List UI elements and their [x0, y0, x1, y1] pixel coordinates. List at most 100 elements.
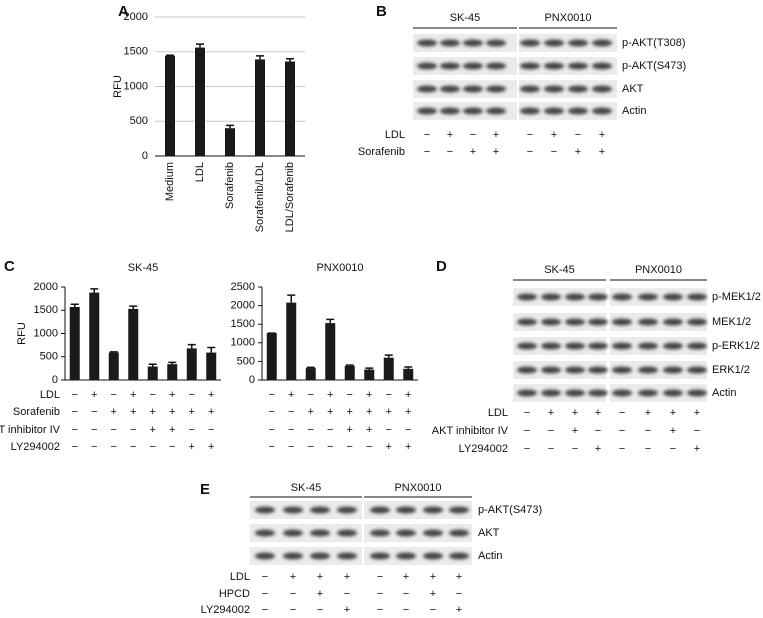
blot-band — [520, 107, 540, 115]
blot-band — [565, 389, 585, 397]
y-tick-label: 0 — [142, 150, 148, 162]
bar — [165, 55, 175, 156]
blot-band — [568, 39, 588, 47]
condition-label: HPCD — [219, 588, 250, 600]
blot-band — [612, 342, 632, 350]
blot-band — [517, 318, 537, 326]
blot-band — [449, 506, 469, 514]
y-axis-label: RFU — [16, 322, 28, 345]
y-tick-label: 2000 — [124, 11, 148, 23]
condition-sign: + — [595, 443, 601, 455]
group-label: PNX0010 — [544, 12, 591, 24]
condition-sign: + — [169, 424, 175, 436]
blot-band — [517, 293, 537, 301]
band-label: MEK1/2 — [712, 316, 751, 328]
blot-band — [568, 85, 588, 93]
blot-band — [612, 389, 632, 397]
condition-sign: + — [288, 389, 294, 401]
condition-sign: − — [551, 146, 557, 158]
condition-sign: − — [72, 424, 78, 436]
y-tick-label: 1500 — [124, 46, 148, 58]
blot-background — [610, 288, 707, 306]
blot-background — [610, 361, 707, 379]
condition-sign: − — [527, 146, 533, 158]
bar — [403, 368, 414, 380]
condition-sign: + — [150, 424, 156, 436]
condition-sign: + — [317, 588, 323, 600]
blot-band — [417, 107, 437, 115]
condition-label: LY294002 — [201, 604, 250, 616]
blot-band — [517, 366, 537, 374]
condition-sign: + — [366, 406, 372, 418]
blot-band — [255, 529, 275, 537]
band-label: AKT — [622, 83, 644, 95]
blot-band — [568, 62, 588, 70]
condition-sign: + — [670, 425, 676, 437]
condition-sign: − — [377, 604, 383, 616]
blot-band — [310, 506, 330, 514]
condition-sign: − — [189, 389, 195, 401]
panel-label: B — [376, 3, 387, 20]
condition-sign: − — [527, 129, 533, 141]
condition-sign: − — [694, 425, 700, 437]
condition-sign: − — [308, 441, 314, 453]
condition-sign: − — [72, 389, 78, 401]
condition-sign: − — [208, 424, 214, 436]
condition-sign: + — [386, 441, 392, 453]
condition-sign: + — [366, 424, 372, 436]
blot-background — [364, 547, 472, 565]
blot-background — [364, 501, 472, 519]
blot-band — [663, 318, 683, 326]
condition-sign: + — [572, 425, 578, 437]
bar — [89, 292, 100, 380]
blot-band — [449, 552, 469, 560]
condition-sign: − — [386, 424, 392, 436]
condition-sign: + — [189, 441, 195, 453]
band-label: p-AKT(T308) — [622, 37, 686, 49]
blot-band — [283, 506, 303, 514]
band-label: Actin — [712, 387, 736, 399]
condition-sign: + — [670, 407, 676, 419]
blot-band — [396, 552, 416, 560]
blot-band — [541, 318, 561, 326]
condition-sign: − — [111, 441, 117, 453]
condition-sign: + — [130, 406, 136, 418]
condition-sign: − — [645, 425, 651, 437]
bar — [108, 352, 119, 380]
blot-band — [370, 529, 390, 537]
condition-sign: − — [111, 424, 117, 436]
blot-band — [638, 342, 658, 350]
blot-band — [423, 552, 443, 560]
condition-sign: − — [72, 406, 78, 418]
condition-sign: + — [430, 588, 436, 600]
blot-band — [663, 389, 683, 397]
error-bar — [365, 367, 374, 370]
bar — [364, 369, 375, 380]
blot-band — [541, 389, 561, 397]
blot-band — [255, 552, 275, 560]
condition-sign: + — [169, 389, 175, 401]
condition-sign: − — [572, 443, 578, 455]
error-bar — [306, 366, 315, 369]
blot-band — [463, 85, 483, 93]
group-label: PNX0010 — [394, 482, 441, 494]
condition-sign: − — [645, 443, 651, 455]
blot-band — [544, 107, 564, 115]
condition-sign: − — [169, 441, 175, 453]
blot-band — [396, 506, 416, 514]
blot-band — [592, 39, 612, 47]
condition-sign: − — [189, 424, 195, 436]
panel-label: C — [4, 258, 15, 275]
band-label: p-ERK1/2 — [712, 340, 760, 352]
condition-sign: − — [524, 425, 530, 437]
blot-band — [517, 342, 537, 350]
y-tick-label: 1000 — [124, 80, 148, 92]
blot-band — [440, 62, 460, 70]
condition-sign: − — [456, 588, 462, 600]
blot-band — [592, 62, 612, 70]
condition-sign: − — [403, 588, 409, 600]
bar — [325, 323, 336, 380]
condition-sign: − — [430, 604, 436, 616]
condition-sign: + — [344, 571, 350, 583]
condition-sign: + — [189, 406, 195, 418]
